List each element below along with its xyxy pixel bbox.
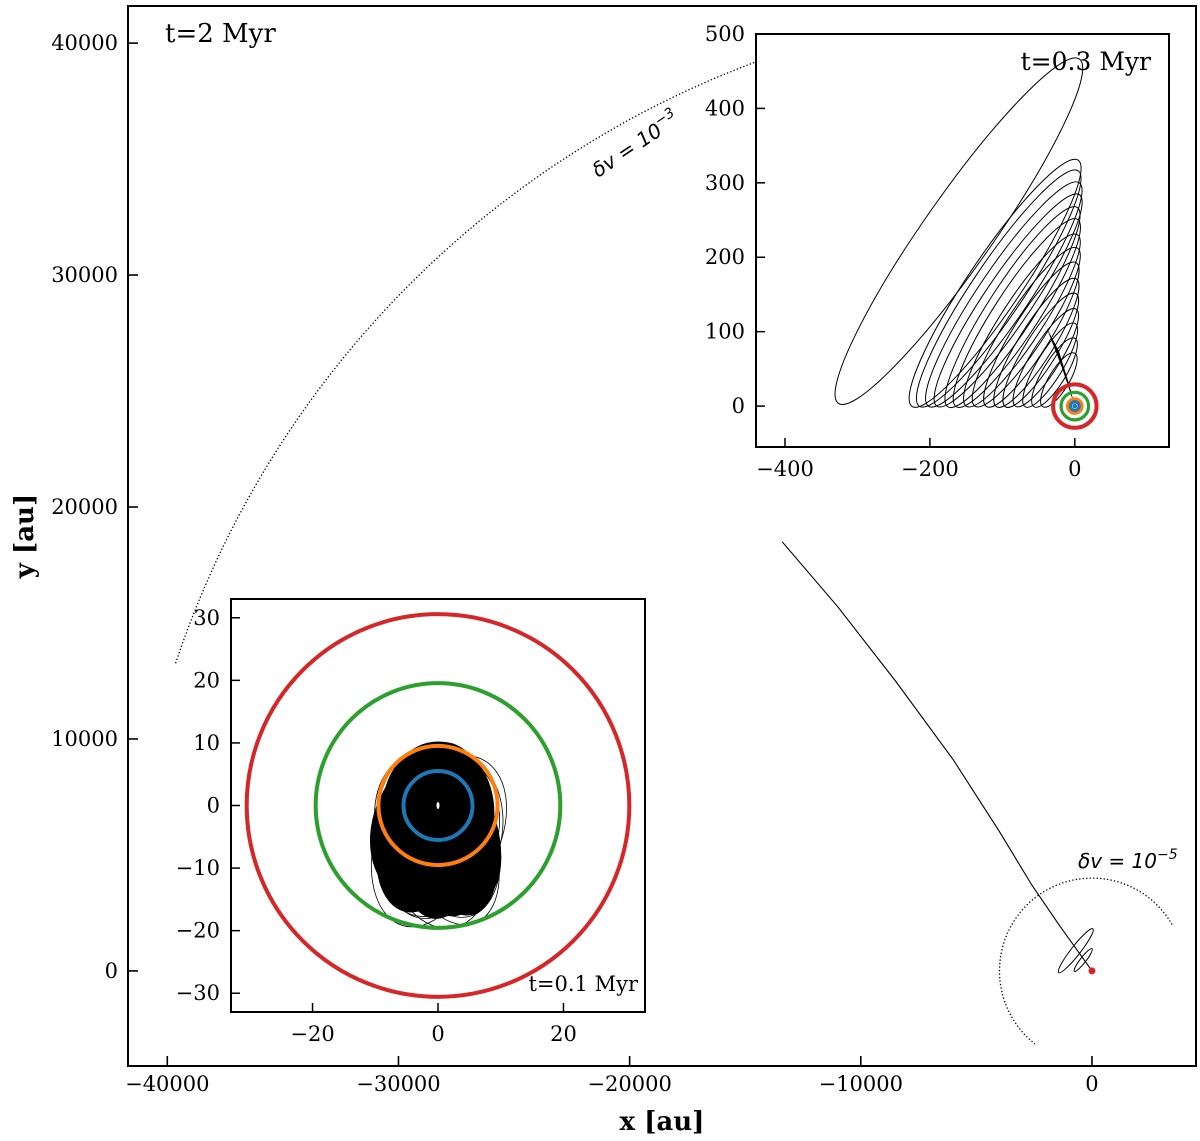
inset-top-xtick-label: −400	[756, 457, 814, 481]
inset-bottom-ytick-label: 10	[193, 731, 220, 755]
loop-outer	[1057, 928, 1094, 974]
inset-top-rings	[1051, 382, 1099, 430]
loop-inner	[1073, 948, 1093, 972]
inset-bottom-y-axis: −30 −20 −10 0 10 20 30	[176, 606, 240, 1005]
dv-small-label: δv = 10−5	[1078, 847, 1178, 873]
inset-top-orbit	[993, 277, 1080, 408]
inset-top-xtick-label: 0	[1068, 457, 1081, 481]
inset-bottom-ytick-label: −10	[176, 856, 220, 880]
inset-top-orbit	[952, 218, 1081, 408]
inset-top-ytick-label: 100	[705, 320, 745, 344]
inset-top-ring	[1059, 390, 1091, 422]
inset-top-panel: −400 −200 0 0 100 200 300 400 500 t=0.3 Myr	[705, 22, 1170, 481]
inset-top-wide-orbit	[834, 57, 1084, 405]
inset-top-ytick-label: 200	[705, 245, 745, 269]
inset-bottom-center-marker	[436, 802, 440, 809]
main-ytick-label: 20000	[51, 495, 118, 519]
inset-top-y-axis: 0 100 200 300 400 500	[705, 22, 765, 418]
inset-bottom-xtick-label: −20	[290, 1022, 334, 1046]
dotted-arc-dv-1e-3	[174, 52, 781, 664]
inset-top-orbit	[908, 158, 1082, 408]
inset-bottom-x-axis: −20 0 20	[290, 1003, 577, 1046]
main-ytick-label: 40000	[51, 31, 118, 55]
inset-bottom-rings	[244, 612, 632, 999]
inset-top-orbit	[963, 233, 1081, 408]
inset-bottom-ytick-label: −30	[176, 981, 220, 1005]
inset-bottom-xtick-label: 20	[550, 1022, 577, 1046]
inset-bottom-xtick-label: 0	[431, 1022, 444, 1046]
inset-bottom-panel: −20 0 20 −30 −20 −10 0 10 20 30 t=0.1 Myr	[176, 598, 646, 1046]
inset-top-orbit	[1012, 308, 1080, 408]
inset-top-orbit	[944, 206, 1081, 409]
y-axis-label: y [au]	[10, 494, 40, 580]
inset-bottom-time-label: t=0.1 Myr	[528, 972, 638, 996]
inset-top-orbit	[1022, 322, 1079, 408]
main-time-label: t=2 Myr	[165, 19, 276, 49]
inset-top-orbit	[1031, 337, 1078, 408]
inset-bottom-orbit-trace	[375, 756, 501, 917]
escape-track	[781, 541, 1093, 972]
origin-dot	[1088, 967, 1096, 975]
inset-bottom-ring	[376, 743, 500, 868]
inset-top-time-label: t=0.3 Myr	[1021, 47, 1151, 76]
inset-top-orbit	[983, 261, 1080, 408]
inset-top-orbit-family	[908, 158, 1083, 409]
inset-bottom-orbit-trace	[397, 755, 502, 918]
inset-bottom-orbit-cloud	[369, 741, 507, 929]
inset-top-orbit	[925, 181, 1083, 408]
inset-top-center-dot	[1072, 403, 1078, 409]
main-ytick-label: 10000	[51, 727, 118, 751]
main-ytick-label: 0	[105, 959, 118, 983]
inset-top-ytick-label: 0	[732, 394, 745, 418]
inset-top-ring	[1065, 397, 1084, 415]
inset-bottom-ytick-label: 20	[193, 668, 220, 692]
inset-bottom-ring	[313, 681, 563, 930]
inset-bottom-ytick-label: 0	[207, 794, 220, 818]
inset-top-ring	[1068, 400, 1081, 413]
inset-top-ytick-label: 300	[705, 171, 745, 195]
inset-top-orbit	[971, 246, 1081, 408]
inset-bottom-orbit-trace	[370, 758, 483, 928]
main-x-axis: −40000 −30000 −20000 −10000 0	[125, 1056, 1099, 1096]
main-xtick-label: −30000	[356, 1072, 440, 1096]
inset-bottom-ring	[244, 612, 632, 999]
inset-top-orbit	[1002, 292, 1080, 408]
main-xtick-label: −10000	[819, 1072, 903, 1096]
main-xtick-label: 0	[1085, 1072, 1098, 1096]
inset-top-ytick-label: 400	[705, 96, 745, 120]
main-y-axis: 0 10000 20000 30000 40000	[51, 31, 138, 983]
main-ytick-label: 30000	[51, 263, 118, 287]
inset-top-x-axis: −400 −200 0	[756, 438, 1081, 481]
inset-top-ytick-label: 500	[705, 22, 745, 46]
inset-top-orbit	[933, 193, 1083, 408]
inset-bottom-ytick-label: 30	[193, 606, 220, 630]
main-xtick-label: −40000	[125, 1072, 209, 1096]
inset-top-frame	[755, 33, 1170, 448]
main-xtick-label: −20000	[587, 1072, 671, 1096]
inset-bottom-ytick-label: −20	[176, 919, 220, 943]
inset-top-xtick-label: −200	[901, 457, 959, 481]
x-axis-label: x [au]	[620, 1107, 705, 1137]
inset-bottom-ring	[401, 769, 475, 842]
inset-top-orbit	[915, 169, 1082, 408]
inset-top-ring	[1051, 382, 1099, 430]
